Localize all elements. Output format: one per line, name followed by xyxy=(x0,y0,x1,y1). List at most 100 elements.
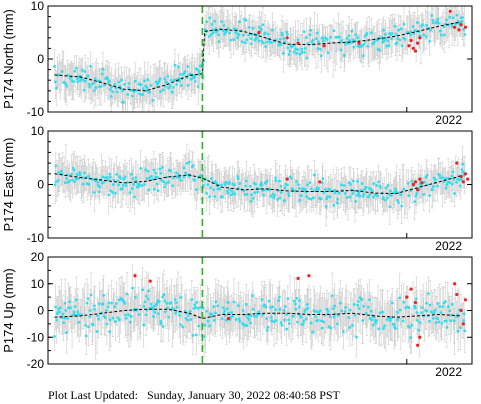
recent-point xyxy=(418,36,422,40)
rapid-point xyxy=(400,44,404,48)
rapid-point xyxy=(309,187,313,191)
panel-north: 10 0 -10 2022 P174 North (mm) xyxy=(1,0,473,127)
rapid-point xyxy=(88,85,92,89)
recent-point xyxy=(413,180,418,184)
rapid-point xyxy=(345,196,349,199)
rapid-point xyxy=(425,23,429,27)
rapid-point xyxy=(306,42,310,45)
rapid-point xyxy=(285,30,289,34)
recent-point xyxy=(416,188,420,192)
rapid-point xyxy=(54,164,58,168)
rapid-point xyxy=(461,170,465,174)
rapid-point xyxy=(195,68,199,71)
rapid-point xyxy=(193,75,197,79)
rapid-point xyxy=(210,22,214,26)
rapid-point xyxy=(238,20,241,24)
rapid-point xyxy=(445,183,449,187)
rapid-point xyxy=(428,28,432,32)
rapid-point xyxy=(220,195,224,199)
rapid-point xyxy=(384,37,388,40)
rapid-point xyxy=(182,166,186,170)
recent-point xyxy=(457,28,461,32)
rapid-point xyxy=(382,39,386,43)
rapid-point xyxy=(139,167,143,170)
rapid-point xyxy=(445,18,448,22)
rapid-point xyxy=(191,164,195,168)
rapid-point xyxy=(249,42,253,46)
recent-point xyxy=(466,177,470,181)
rapid-point xyxy=(272,196,276,200)
rapid-point xyxy=(265,179,269,183)
rapid-point xyxy=(460,168,464,172)
rapid-point xyxy=(182,175,186,179)
y-tick-label: 10 xyxy=(31,0,45,13)
rapid-point xyxy=(295,180,299,183)
rapid-point xyxy=(387,193,391,197)
rapid-point xyxy=(217,40,221,44)
recent-point xyxy=(407,44,411,48)
rapid-point xyxy=(229,38,233,42)
rapid-point xyxy=(326,195,329,198)
rapid-point xyxy=(176,173,180,176)
rapid-point xyxy=(360,182,364,185)
rapid-point xyxy=(450,182,454,186)
rapid-point xyxy=(213,19,217,23)
rapid-point xyxy=(232,183,236,187)
rapid-point xyxy=(278,179,281,183)
rapid-point xyxy=(253,191,257,195)
rapid-point xyxy=(114,191,117,195)
rapid-point xyxy=(363,188,367,191)
rapid-point xyxy=(314,37,318,41)
rapid-point xyxy=(347,34,351,38)
rapid-point xyxy=(399,27,403,31)
rapid-point xyxy=(304,36,308,39)
rapid-point xyxy=(383,32,387,36)
rapid-point xyxy=(369,31,373,35)
rapid-point xyxy=(193,79,197,83)
rapid-point xyxy=(370,189,374,193)
rapid-point xyxy=(455,13,459,17)
rapid-point xyxy=(463,33,467,36)
rapid-point xyxy=(274,176,277,180)
rapid-point xyxy=(134,179,138,183)
rapid-point xyxy=(354,33,358,37)
recent-point xyxy=(285,177,289,181)
rapid-point xyxy=(332,29,336,33)
rapid-point xyxy=(263,31,267,35)
rapid-point xyxy=(214,181,218,185)
rapid-point xyxy=(134,176,138,179)
rapid-point xyxy=(117,80,121,84)
rapid-point xyxy=(336,197,340,201)
rapid-point xyxy=(53,65,56,68)
rapid-point xyxy=(367,195,370,199)
rapid-point xyxy=(365,32,369,35)
rapid-point xyxy=(220,20,224,24)
rapid-point xyxy=(60,70,64,73)
rapid-point xyxy=(94,86,98,89)
y-tick-label: -10 xyxy=(27,231,45,245)
rapid-point xyxy=(163,185,166,189)
rapid-point xyxy=(450,174,454,178)
rapid-point xyxy=(103,83,106,87)
rapid-point xyxy=(205,191,208,195)
rapid-point xyxy=(72,80,75,84)
rapid-point xyxy=(233,192,237,196)
rapid-point xyxy=(418,34,422,38)
rapid-point xyxy=(358,194,362,198)
rapid-point xyxy=(415,21,419,24)
rapid-point xyxy=(193,178,196,182)
rapid-point xyxy=(244,184,247,188)
rapid-point xyxy=(305,56,309,60)
rapid-point xyxy=(343,191,347,195)
rapid-point xyxy=(315,31,319,35)
recent-points-east xyxy=(285,161,470,192)
rapid-point xyxy=(317,187,321,190)
rapid-point xyxy=(322,39,325,43)
rapid-point xyxy=(439,176,442,180)
rapid-point xyxy=(172,86,175,89)
rapid-point xyxy=(403,37,407,41)
rapid-point xyxy=(285,183,289,187)
rapid-point xyxy=(350,29,354,33)
rapid-point xyxy=(109,95,113,98)
